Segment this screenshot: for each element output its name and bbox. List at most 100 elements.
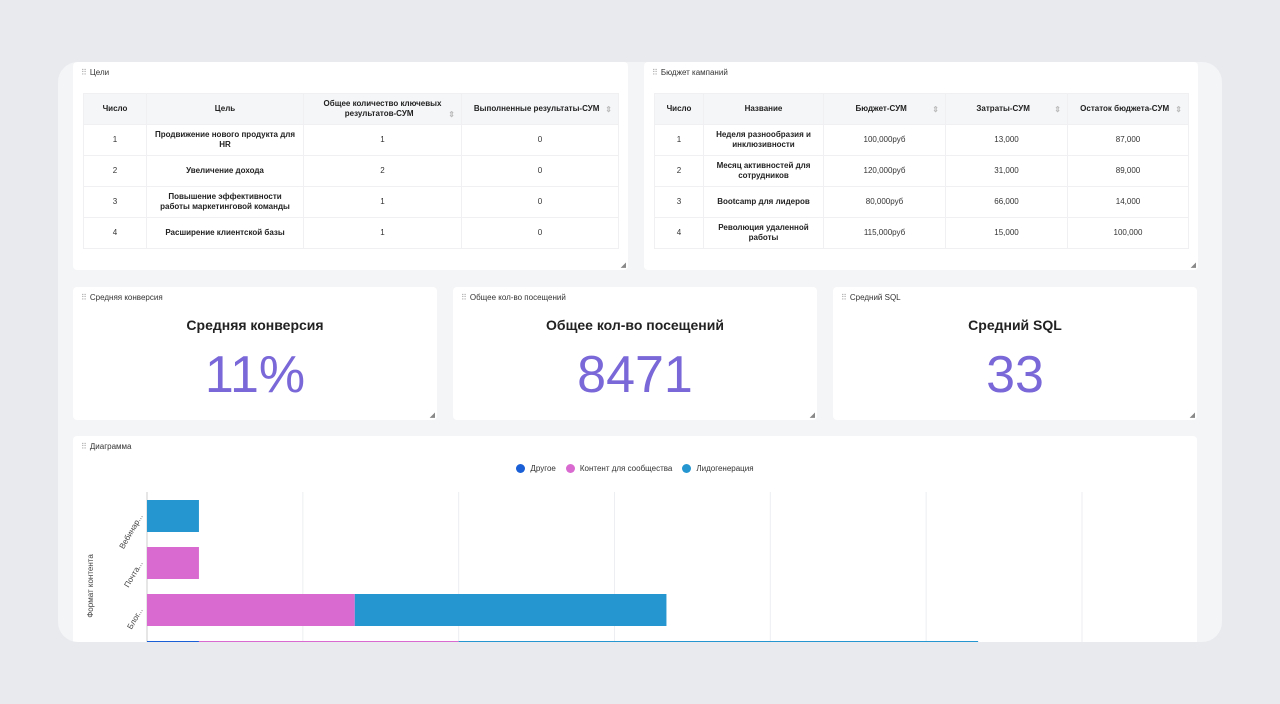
panel-title: Цели <box>89 68 110 77</box>
sort-icon[interactable]: ⇕ <box>1175 104 1182 114</box>
kpi-avg-conversion: ⠿ Средняя конверсия Средняя конверсия 11%… <box>73 287 437 420</box>
column-header[interactable]: Остаток бюджета-СУМ ⇕ <box>1067 93 1189 125</box>
budget-panel: ⠿ Бюджет кампаний Число Название Бюджет-СУМ… <box>644 62 1198 270</box>
column-header[interactable]: Общее количество ключевых результатов-СУ… <box>303 93 462 125</box>
table-row: 3 Bootcamp для лидеров 80,000руб 66,000 14,0… <box>654 186 1189 218</box>
table-cell: 1 <box>303 217 462 249</box>
column-header: Название <box>703 93 824 125</box>
table-cell: Неделя разнообразия и инклюзивности <box>703 124 824 156</box>
column-header[interactable]: Затраты-СУМ ⇕ <box>945 93 1068 125</box>
legend-dot-icon <box>682 464 692 473</box>
table-cell: 100,000руб <box>823 124 946 156</box>
sort-icon[interactable]: ⇕ <box>1054 104 1061 114</box>
bar-segment <box>147 500 199 532</box>
table-cell: 1 <box>303 124 462 156</box>
table-cell: 2 <box>83 155 147 187</box>
bar-segment <box>198 641 459 642</box>
bar-segment <box>354 594 667 626</box>
legend-item[interactable]: Другое <box>516 464 556 473</box>
kpi-total-visits: ⠿ Общее кол-во посещений Общее кол-во пос… <box>453 287 817 420</box>
kpi-value: 8471 <box>577 346 693 404</box>
legend-label: Лидогенерация <box>696 464 754 473</box>
table-cell: 3 <box>654 186 704 218</box>
column-header: Число <box>654 93 704 125</box>
table-row: 1 Неделя разнообразия и инклюзивности 100,… <box>654 124 1189 156</box>
table-cell: 120,000руб <box>823 155 946 187</box>
table-cell: Революция удаленной работы <box>703 217 824 249</box>
sort-icon[interactable]: ⇕ <box>605 104 612 114</box>
column-header: Число <box>83 93 147 125</box>
table-cell: 13,000 <box>945 124 1068 156</box>
category-label: Вебинар... <box>118 513 145 551</box>
table-header-row: Число Название Бюджет-СУМ ⇕ Затраты-СУМ ⇕ Оста… <box>654 93 1189 125</box>
table-cell: Расширение клиентской базы <box>146 217 304 249</box>
table-cell: 80,000руб <box>823 186 946 218</box>
table-cell: 0 <box>461 124 619 156</box>
table-header-row: Число Цель Общее количество ключевых резул… <box>83 93 619 125</box>
table-row: 2 Увеличение дохода 2 0 <box>83 155 619 187</box>
resize-handle-icon[interactable]: ◢ <box>1189 412 1195 419</box>
column-header[interactable]: Выполненные результаты-СУМ ⇕ <box>461 93 619 125</box>
resize-handle-icon[interactable]: ◢ <box>620 262 626 269</box>
panel-title: Диаграмма <box>89 442 132 451</box>
kpi-heading: Средняя конверсия <box>186 317 324 333</box>
sort-icon[interactable]: ⇕ <box>932 104 939 114</box>
table-cell: 100,000 <box>1067 217 1189 249</box>
table-cell: 1 <box>303 186 462 218</box>
bar-segment <box>147 594 355 626</box>
sort-icon[interactable]: ⇕ <box>448 109 455 119</box>
table-cell: 89,000 <box>1067 155 1189 187</box>
table-cell: Повышение эффективности работы маркетинг… <box>146 186 304 218</box>
table-cell: 15,000 <box>945 217 1068 249</box>
table-cell: 1 <box>83 124 147 156</box>
kpi-heading: Общее кол-во посещений <box>546 317 724 333</box>
legend-dot-icon <box>516 464 526 473</box>
column-header[interactable]: Бюджет-СУМ ⇕ <box>823 93 946 125</box>
table-cell: 4 <box>83 217 147 249</box>
table-row: 4 Расширение клиентской базы 1 0 <box>83 217 619 249</box>
table-cell: 31,000 <box>945 155 1068 187</box>
table-cell: 0 <box>461 217 619 249</box>
drag-handle-icon[interactable]: ⠿ <box>81 68 87 77</box>
table-cell: 115,000руб <box>823 217 946 249</box>
bar-segment <box>147 547 199 579</box>
bar-chart: Вебинар... Почта... Блог... Формат контента <box>86 492 1083 642</box>
bar-segment <box>147 641 199 642</box>
kpi-avg-sql: ⠿ Средний SQL Средний SQL 33 ◢ <box>833 287 1197 420</box>
table-cell: Bootcamp для лидеров <box>703 186 824 218</box>
table-cell: 14,000 <box>1067 186 1189 218</box>
resize-handle-icon[interactable]: ◢ <box>1190 262 1196 269</box>
goals-table: Число Цель Общее количество ключевых резул… <box>83 93 619 249</box>
budget-table: Число Название Бюджет-СУМ ⇕ Затраты-СУМ ⇕ Оста… <box>654 93 1189 249</box>
table-cell: 3 <box>83 186 147 218</box>
table-row: 3 Повышение эффективности работы маркетин… <box>83 186 619 218</box>
legend-label: Контент для сообщества <box>579 464 673 473</box>
resize-handle-icon[interactable]: ◢ <box>429 412 435 419</box>
legend-dot-icon <box>565 464 575 473</box>
category-label: Почта... <box>122 560 144 590</box>
legend-label: Другое <box>530 464 556 473</box>
chart-panel: ⠿ Диаграмма Другое Контент для сообщества Л… <box>73 436 1197 642</box>
resize-handle-icon[interactable]: ◢ <box>809 412 815 419</box>
table-row: 4 Революция удаленной работы 115,000руб 15,… <box>654 217 1189 249</box>
table-cell: 87,000 <box>1067 124 1189 156</box>
kpi-value: 11% <box>204 346 306 404</box>
drag-handle-icon[interactable]: ⠿ <box>81 293 87 302</box>
drag-handle-icon[interactable]: ⠿ <box>461 293 467 302</box>
table-cell: 2 <box>654 155 704 187</box>
table-cell: 1 <box>654 124 704 156</box>
table-cell: 0 <box>461 186 619 218</box>
drag-handle-icon[interactable]: ⠿ <box>841 293 847 302</box>
table-cell: Продвижение нового продукта для HR <box>146 124 304 156</box>
category-label: Блог... <box>125 607 144 631</box>
table-cell: 4 <box>654 217 704 249</box>
table-cell: Месяц активностей для сотрудников <box>703 155 824 187</box>
table-row: 1 Продвижение нового продукта для HR 1 0 <box>83 124 619 156</box>
kpi-value: 33 <box>986 346 1044 404</box>
legend-item[interactable]: Лидогенерация <box>682 464 754 473</box>
drag-handle-icon[interactable]: ⠿ <box>652 68 658 77</box>
table-cell: Увеличение дохода <box>146 155 304 187</box>
table-cell: 66,000 <box>945 186 1068 218</box>
drag-handle-icon[interactable]: ⠿ <box>81 442 87 451</box>
legend-item[interactable]: Контент для сообщества <box>565 464 673 473</box>
